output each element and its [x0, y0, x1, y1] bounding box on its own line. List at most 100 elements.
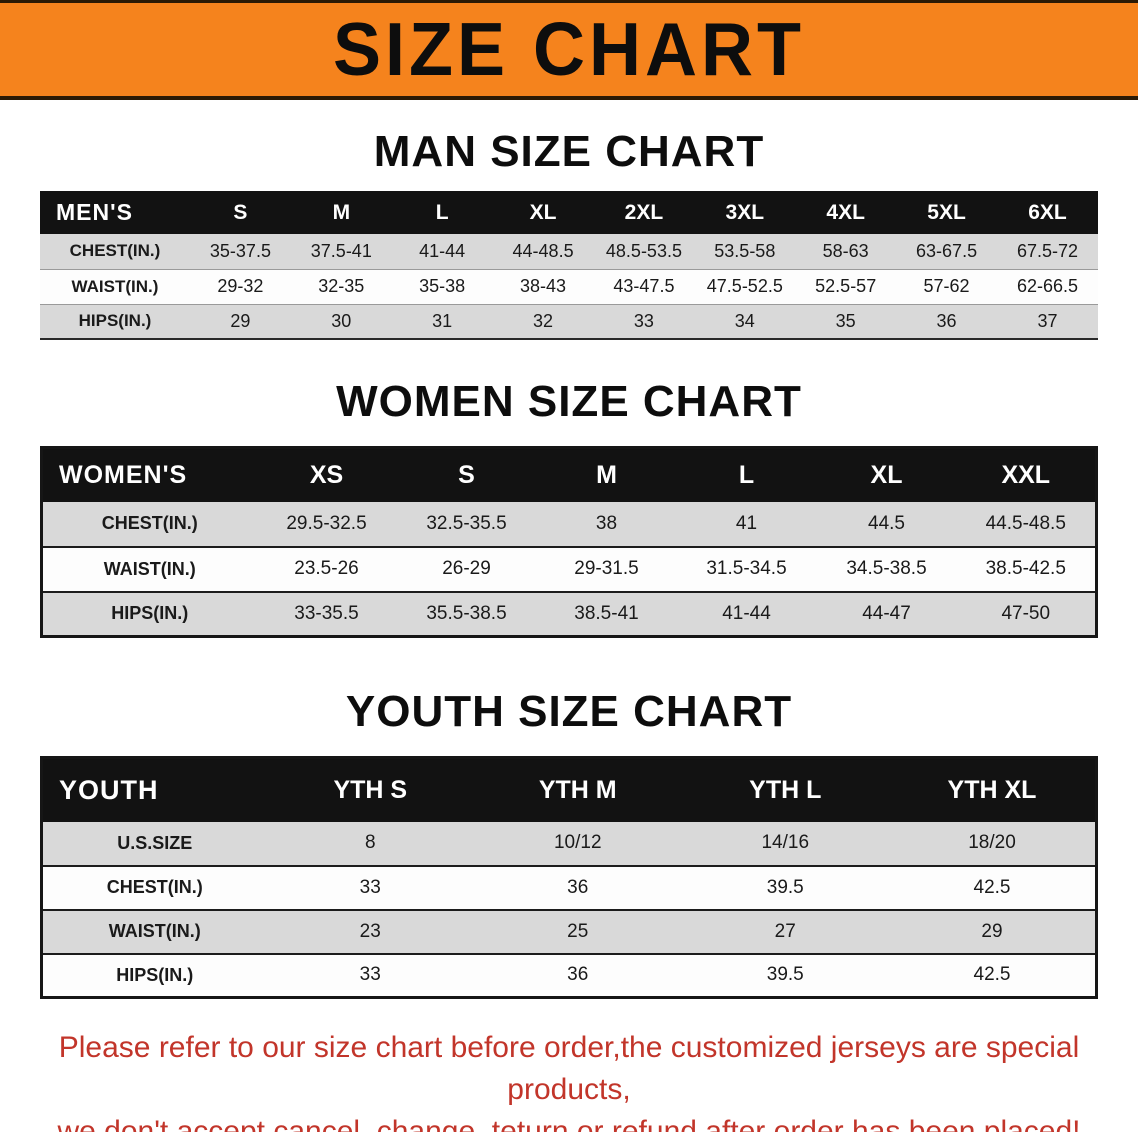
size-value-cell: 41-44: [676, 591, 817, 637]
women-header-size: M: [536, 447, 677, 502]
men-section-title: MAN SIZE CHART: [373, 127, 765, 176]
men-size-table: MEN'S S M L XL 2XL 3XL 4XL 5XL 6XL CHEST…: [40, 191, 1098, 340]
youth-header-label: YOUTH: [41, 757, 267, 822]
size-value-cell: 53.5-58: [694, 234, 796, 269]
size-value-cell: 62-66.5: [997, 269, 1098, 304]
size-value-cell: 42.5: [889, 865, 1097, 910]
size-value-cell: 37: [997, 304, 1098, 339]
size-value-cell: 35.5-38.5: [396, 591, 537, 637]
size-value-cell: 26-29: [396, 546, 537, 592]
size-value-cell: 67.5-72: [997, 234, 1098, 269]
row-label-cell: WAIST(IN.): [41, 546, 257, 592]
disclaimer-line-2: we don't accept cancel, change, teturn o…: [57, 1115, 1081, 1132]
row-label-cell: HIPS(IN.): [40, 304, 190, 339]
youth-size-table: YOUTH YTH S YTH M YTH L YTH XL U.S.SIZE …: [40, 756, 1098, 999]
men-header-size: 2XL: [593, 191, 695, 234]
size-value-cell: 25: [474, 909, 682, 954]
women-header-size: L: [676, 447, 817, 502]
size-value-cell: 37.5-41: [290, 234, 392, 269]
row-label-cell: CHEST(IN.): [40, 234, 190, 269]
women-header-row: WOMEN'S XS S M L XL XXL: [41, 447, 1097, 502]
size-value-cell: 29-31.5: [536, 546, 677, 592]
size-value-cell: 35-38: [391, 269, 493, 304]
size-value-cell: 44-48.5: [492, 234, 594, 269]
table-row: WAIST(IN.) 29-32 32-35 35-38 38-43 43-47…: [40, 269, 1098, 304]
size-value-cell: 48.5-53.5: [593, 234, 695, 269]
size-value-cell: 38-43: [492, 269, 594, 304]
size-value-cell: 57-62: [896, 269, 997, 304]
men-header-row: MEN'S S M L XL 2XL 3XL 4XL 5XL 6XL: [40, 191, 1098, 234]
table-row: CHEST(IN.) 29.5-32.5 32.5-35.5 38 41 44.…: [41, 501, 1097, 547]
table-row: CHEST(IN.) 33 36 39.5 42.5: [41, 865, 1097, 910]
youth-section: YOUTH SIZE CHART YOUTH YTH S YTH M YTH L…: [0, 690, 1138, 999]
row-label-cell: CHEST(IN.): [41, 865, 267, 910]
size-value-cell: 29: [190, 304, 291, 339]
youth-header-size: YTH L: [681, 757, 889, 822]
size-value-cell: 44-47: [816, 591, 957, 637]
women-section: WOMEN SIZE CHART WOMEN'S XS S M L XL XXL…: [0, 380, 1138, 638]
table-row: HIPS(IN.) 33 36 39.5 42.5: [41, 953, 1097, 998]
size-value-cell: 43-47.5: [593, 269, 695, 304]
size-value-cell: 29: [889, 909, 1097, 954]
size-value-cell: 41-44: [391, 234, 493, 269]
row-label-cell: HIPS(IN.): [41, 953, 267, 998]
size-value-cell: 23.5-26: [256, 546, 397, 592]
size-value-cell: 31.5-34.5: [676, 546, 817, 592]
size-value-cell: 18/20: [889, 821, 1097, 866]
men-header-size: 4XL: [795, 191, 897, 234]
women-header-size: XXL: [956, 447, 1097, 502]
men-header-size: S: [190, 191, 291, 234]
youth-header-size: YTH S: [266, 757, 474, 822]
size-value-cell: 38.5-42.5: [956, 546, 1097, 592]
women-size-table: WOMEN'S XS S M L XL XXL CHEST(IN.) 29.5-…: [40, 446, 1098, 638]
size-value-cell: 23: [266, 909, 474, 954]
size-value-cell: 33: [266, 865, 474, 910]
size-value-cell: 35-37.5: [190, 234, 291, 269]
size-value-cell: 39.5: [681, 953, 889, 998]
table-row: WAIST(IN.) 23 25 27 29: [41, 909, 1097, 954]
disclaimer-line-1: Please refer to our size chart before or…: [58, 1031, 1080, 1106]
size-value-cell: 30: [290, 304, 392, 339]
size-value-cell: 41: [676, 501, 817, 547]
men-header-size: M: [290, 191, 392, 234]
size-value-cell: 44.5-48.5: [956, 501, 1097, 547]
size-value-cell: 27: [681, 909, 889, 954]
men-header-size: 6XL: [997, 191, 1098, 234]
size-value-cell: 33-35.5: [256, 591, 397, 637]
women-header-size: XL: [816, 447, 957, 502]
women-header-size: S: [396, 447, 537, 502]
size-value-cell: 36: [474, 953, 682, 998]
men-header-label: MEN'S: [40, 191, 190, 234]
size-value-cell: 34: [694, 304, 796, 339]
row-label-cell: U.S.SIZE: [41, 821, 267, 866]
men-section: MAN SIZE CHART MEN'S S M L XL 2XL 3XL 4X…: [0, 130, 1138, 340]
women-header-label: WOMEN'S: [41, 447, 257, 502]
women-header-size: XS: [256, 447, 397, 502]
youth-section-title: YOUTH SIZE CHART: [345, 687, 793, 736]
size-value-cell: 10/12: [474, 821, 682, 866]
size-value-cell: 39.5: [681, 865, 889, 910]
men-header-size: 5XL: [896, 191, 997, 234]
size-value-cell: 58-63: [795, 234, 897, 269]
size-value-cell: 32.5-35.5: [396, 501, 537, 547]
size-value-cell: 29-32: [190, 269, 291, 304]
size-value-cell: 32: [492, 304, 594, 339]
size-value-cell: 34.5-38.5: [816, 546, 957, 592]
size-value-cell: 32-35: [290, 269, 392, 304]
table-row: U.S.SIZE 8 10/12 14/16 18/20: [41, 821, 1097, 866]
disclaimer: Please refer to our size chart before or…: [0, 1027, 1138, 1132]
table-row: HIPS(IN.) 29 30 31 32 33 34 35 36 37: [40, 304, 1098, 339]
size-value-cell: 14/16: [681, 821, 889, 866]
size-value-cell: 47-50: [956, 591, 1097, 637]
men-header-size: L: [391, 191, 493, 234]
size-value-cell: 47.5-52.5: [694, 269, 796, 304]
size-value-cell: 36: [474, 865, 682, 910]
size-value-cell: 44.5: [816, 501, 957, 547]
men-header-size: 3XL: [694, 191, 796, 234]
row-label-cell: WAIST(IN.): [41, 909, 267, 954]
row-label-cell: HIPS(IN.): [41, 591, 257, 637]
row-label-cell: CHEST(IN.): [41, 501, 257, 547]
men-header-size: XL: [492, 191, 594, 234]
size-value-cell: 29.5-32.5: [256, 501, 397, 547]
